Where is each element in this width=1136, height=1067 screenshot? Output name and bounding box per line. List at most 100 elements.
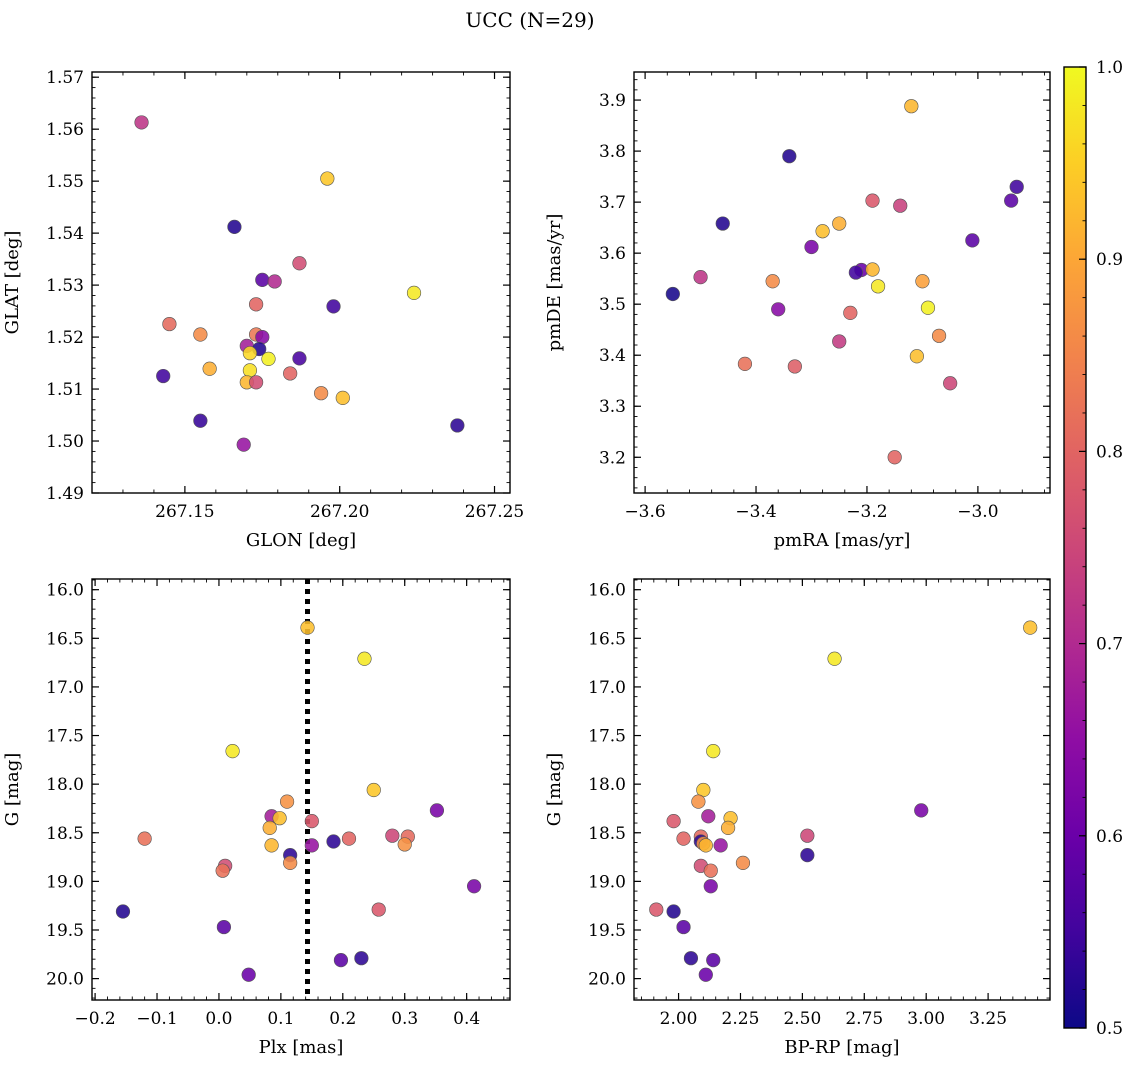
scatter-point bbox=[366, 782, 381, 798]
subplot-plx-g: −0.2 −0.1 0.0 0.1 0.2 0.3 0.4 16.0 16.5 17.0 17.5 1… bbox=[2, 578, 511, 1058]
y-tick-label: 17.0 bbox=[588, 678, 626, 698]
axes-frame bbox=[633, 578, 1051, 1001]
x-tick-label: −3.2 bbox=[846, 502, 887, 522]
scatter-point bbox=[162, 316, 177, 332]
scatter-point bbox=[870, 279, 886, 294]
y-tick-label: 3.2 bbox=[599, 448, 626, 468]
scatter-point bbox=[134, 115, 149, 130]
scatter-point bbox=[283, 366, 298, 381]
y-tick-label: 1.53 bbox=[46, 276, 84, 296]
scatter-point bbox=[255, 272, 270, 288]
scatter-point bbox=[354, 951, 369, 966]
y-tick-label: 1.55 bbox=[46, 172, 84, 192]
scatter-point bbox=[300, 620, 315, 635]
scatter-point bbox=[385, 828, 400, 843]
scatter-point bbox=[765, 274, 780, 289]
scatter-point bbox=[314, 386, 329, 401]
x-tick-label: 0.1 bbox=[267, 1009, 294, 1029]
y-tick-label: 1.52 bbox=[46, 328, 84, 348]
y-tick-label: 3.5 bbox=[599, 295, 626, 315]
scatter-point bbox=[701, 809, 716, 824]
scatter-point bbox=[698, 838, 713, 853]
x-tick-label: 0.2 bbox=[329, 1009, 356, 1029]
scatter-point bbox=[666, 813, 681, 829]
subplot-glon-glat: 267.15 267.20 267.25 1.49 1.50 1.51 1.52 1.53 1.… bbox=[2, 68, 524, 551]
x-tick-label: −0.2 bbox=[74, 1009, 115, 1029]
scatter-point bbox=[904, 99, 919, 114]
scatter-point bbox=[676, 919, 691, 935]
y-tick-label: 18.5 bbox=[588, 824, 626, 844]
scatter-point bbox=[249, 375, 264, 390]
colorbar-tick-label: 1.0 bbox=[1096, 58, 1123, 78]
scatter-point bbox=[909, 349, 924, 364]
y-tick-label: 16.5 bbox=[46, 629, 84, 649]
scatter-point bbox=[943, 376, 958, 391]
x-tick-label: 2.75 bbox=[845, 1009, 883, 1029]
scatter-point bbox=[215, 863, 230, 878]
scatter-point bbox=[832, 216, 847, 231]
scatter-point bbox=[267, 274, 282, 289]
scatter-point bbox=[1009, 179, 1024, 194]
subplot-pmra-pmde: −3.6 −3.4 −3.2 −3.0 3.2 3.3 3.4 3.5 3.6 3.7 3.8 3.9… bbox=[544, 71, 1051, 551]
x-tick-label: 2.25 bbox=[722, 1009, 760, 1029]
scatter-point bbox=[304, 813, 319, 829]
x-tick-label: 0.3 bbox=[391, 1009, 418, 1029]
scatter-point bbox=[843, 305, 858, 320]
scatter-point bbox=[887, 450, 902, 465]
x-tick-label: 2.00 bbox=[660, 1009, 698, 1029]
x-tick-label: 267.15 bbox=[155, 502, 214, 522]
scatter-point bbox=[703, 863, 718, 878]
scatter-point bbox=[804, 239, 819, 255]
y-tick-label: 20.0 bbox=[46, 970, 84, 990]
x-tick-label: −0.1 bbox=[136, 1009, 177, 1029]
y-tick-label: 3.6 bbox=[599, 244, 626, 264]
y-axis-label: G [mag] bbox=[2, 753, 23, 826]
x-tick-label: 267.20 bbox=[310, 502, 369, 522]
scatter-point bbox=[292, 256, 307, 271]
scatter-point bbox=[261, 351, 276, 367]
scatter-point bbox=[242, 363, 258, 378]
scatter-point bbox=[787, 359, 802, 374]
colorbar-tick-label: 0.5 bbox=[1096, 1019, 1123, 1039]
scatter-point bbox=[800, 828, 815, 843]
scatter-point bbox=[264, 838, 279, 853]
scatter-point bbox=[335, 390, 350, 405]
scatter-point bbox=[272, 811, 287, 826]
scatter-point bbox=[698, 967, 713, 982]
scatter-point bbox=[915, 274, 930, 289]
x-tick-label: −3.6 bbox=[624, 502, 665, 522]
y-tick-label: 17.0 bbox=[46, 678, 84, 698]
y-tick-label: 18.0 bbox=[588, 775, 626, 795]
scatter-point bbox=[292, 351, 307, 366]
scatter-point bbox=[406, 285, 422, 300]
scatter-point bbox=[333, 953, 349, 968]
colorbar-gradient bbox=[1064, 67, 1086, 1028]
axes-frame bbox=[633, 71, 1051, 494]
scatter-point bbox=[326, 834, 341, 849]
scatter-point bbox=[865, 193, 880, 208]
scatter-point bbox=[429, 803, 445, 818]
figure-title: UCC (N=29) bbox=[465, 8, 594, 32]
scatter-point bbox=[771, 302, 786, 317]
x-tick-label: 2.50 bbox=[783, 1009, 821, 1029]
scatter-point bbox=[800, 848, 815, 863]
scatter-point bbox=[706, 953, 721, 968]
subplot-bprp-g: 2.00 2.25 2.50 2.75 3.00 3.25 16.0 16.5 17.0 17.5… bbox=[544, 578, 1051, 1058]
y-tick-label: 3.9 bbox=[599, 91, 626, 111]
scatter-point bbox=[371, 902, 386, 917]
scatter-point bbox=[832, 334, 847, 349]
y-tick-label: 1.50 bbox=[46, 432, 84, 452]
scatter-point bbox=[693, 270, 708, 285]
scatter-point bbox=[931, 328, 947, 343]
colorbar-frame bbox=[1063, 66, 1087, 1029]
x-axis-label: pmRA [mas/yr] bbox=[774, 530, 911, 551]
scatter-point bbox=[713, 838, 728, 853]
x-tick-label: −3.4 bbox=[735, 502, 776, 522]
scatter-point bbox=[848, 265, 863, 280]
y-tick-label: 1.57 bbox=[46, 68, 84, 88]
x-axis-label: Plx [mas] bbox=[259, 1037, 344, 1058]
y-tick-label: 17.5 bbox=[46, 727, 84, 747]
scatter-point bbox=[965, 233, 980, 248]
scatter-point bbox=[920, 300, 936, 315]
